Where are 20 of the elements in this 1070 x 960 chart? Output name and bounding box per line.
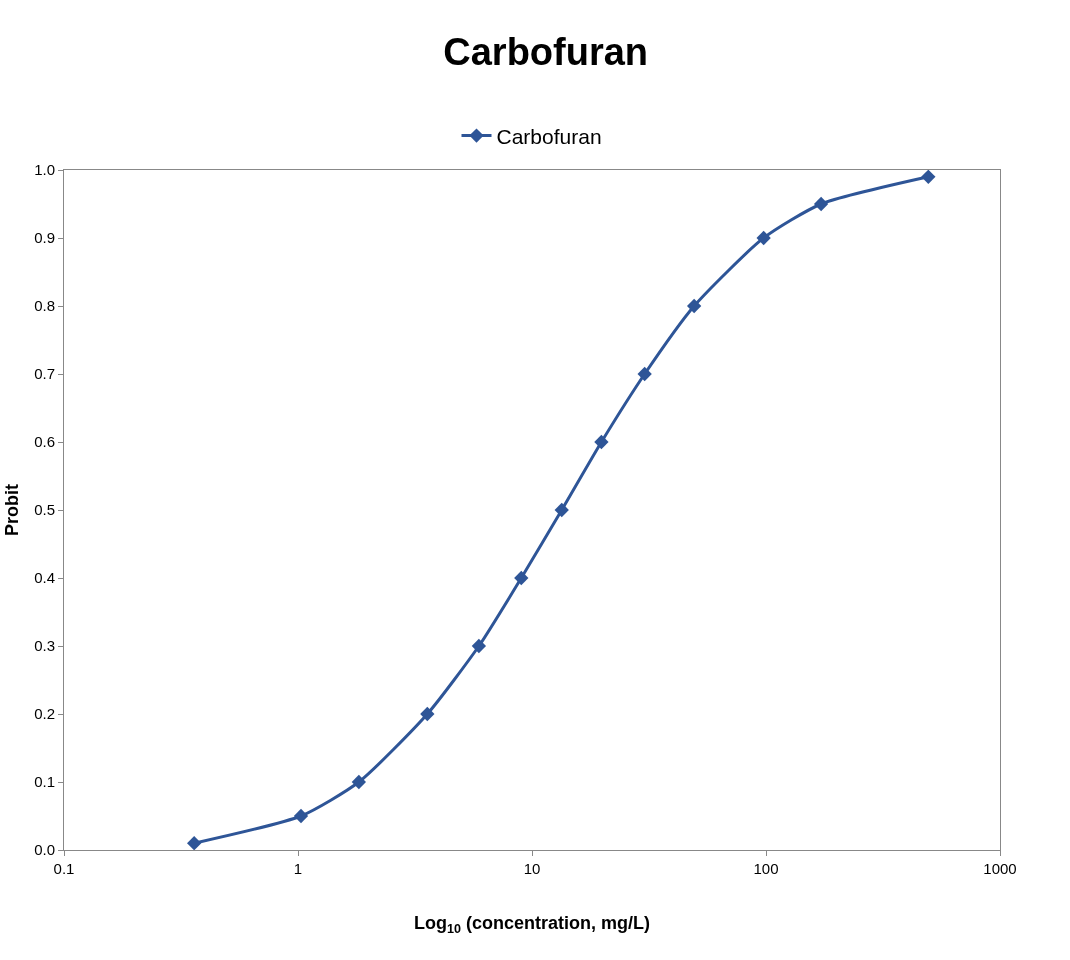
y-tick-label: 0.3 (34, 637, 55, 655)
y-tick-label: 0.8 (34, 297, 55, 315)
x-tick-label: 100 (753, 860, 779, 877)
y-tick-label: 0.0 (34, 841, 55, 859)
chart-title: Carbofuran (443, 31, 649, 73)
y-axis-title: Probit (2, 484, 23, 536)
y-tick-label: 0.7 (34, 365, 55, 383)
x-tick-label: 0.1 (53, 860, 75, 877)
y-tick-label: 0.6 (34, 433, 55, 451)
y-tick-label: 1.0 (34, 161, 55, 179)
x-tick-label: 1 (293, 860, 303, 877)
y-tick-label: 0.1 (34, 773, 55, 791)
x-tick-label: 10 (523, 860, 541, 877)
y-tick-label: 0.2 (34, 705, 55, 723)
legend-label: Carbofuran (496, 124, 602, 148)
x-tick-label: 1000 (983, 860, 1017, 877)
x-axis-title: Log$_{10}$ (concentration, mg/L) (413, 913, 651, 936)
y-tick-label: 0.9 (34, 229, 55, 247)
y-tick-label: 0.5 (34, 501, 55, 519)
y-tick-label: 0.4 (34, 569, 55, 587)
